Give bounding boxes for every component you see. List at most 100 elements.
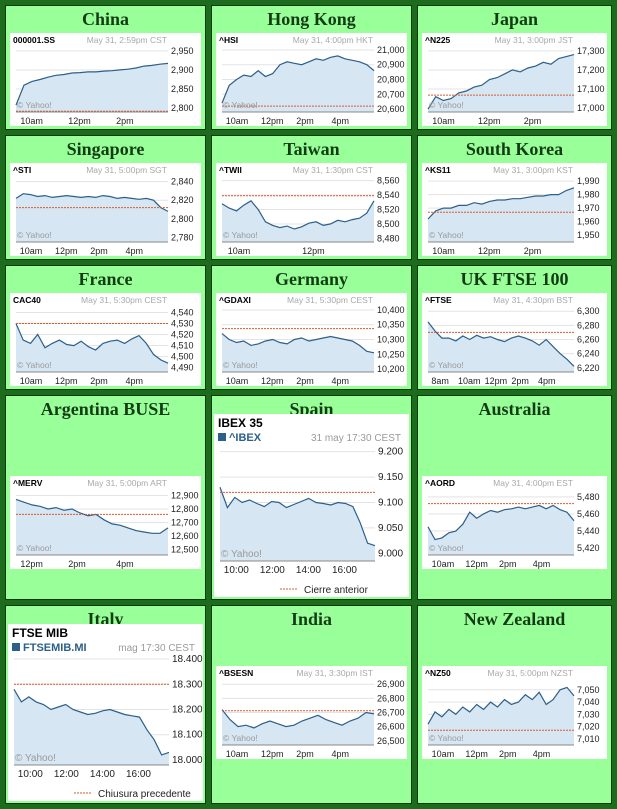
chart-svg: ^STI May 31, 5:00pm SGT 2,840 2,820 2,800 2,7… [13,165,194,256]
market-cell-new-zealand: New Zealand ^NZ50 May 31, 5:00pm NZST 7,050… [417,605,612,804]
market-title[interactable]: Japan [490,9,539,29]
price-line[interactable] [427,686,575,725]
symbol-label[interactable]: FTSEMIB.MI [23,642,87,654]
symbol-label[interactable]: 000001.SS [13,35,55,45]
price-line[interactable] [427,54,575,110]
x-tick-label: 12pm [465,559,488,569]
x-tick-label: 10am [432,246,455,256]
chart-svg: 000001.SS May 31, 2:59pm CST 2,950 2,900 2,8… [13,35,194,126]
y-tick-label: 5,460 [577,509,600,519]
timestamp: May 31, 1:30pm CST [293,165,373,175]
y-tick-label: 6,260 [577,335,600,345]
price-line[interactable] [427,504,575,541]
y-tick-label: 10,200 [377,364,405,374]
chart-new-zealand[interactable]: ^NZ50 May 31, 5:00pm NZST 7,050 7,040 7,030 7… [422,666,607,759]
symbol-label[interactable]: ^BSESN [219,668,253,678]
symbol-label[interactable]: ^AORD [425,478,455,488]
market-title[interactable]: Hong Kong [267,9,356,29]
chart-japan[interactable]: ^N225 May 31, 3:00pm JST 17,300 17,200 17,10… [422,33,607,126]
market-title[interactable]: New Zealand [463,609,566,629]
timestamp: May 31, 3:30pm IST [296,668,373,678]
y-tick-label: 9.200 [378,447,403,458]
y-tick-label: 5,420 [577,543,600,553]
market-title[interactable]: UK FTSE 100 [460,269,569,289]
market-cell-china: China 000001.SS May 31, 2:59pm CST 2,950 2,9… [5,5,206,130]
series-legend-swatch [218,433,226,441]
x-tick-label: 12pm [485,376,508,386]
market-title[interactable]: China [81,9,130,29]
market-title[interactable]: Taiwan [283,139,340,159]
timestamp: 31 may 17:30 CEST [311,433,401,444]
x-tick-label: 4pm [332,116,350,126]
chart-taiwan[interactable]: ^TWII May 31, 1:30pm CST 8,560 8,540 8,520 8,… [216,163,407,256]
price-area [428,187,574,242]
symbol-label[interactable]: ^TWII [219,165,242,175]
symbol-label[interactable]: ^IBEX [229,432,262,444]
chart-france[interactable]: CAC40 May 31, 5:30pm CEST 4,540 4,530 4,520 4… [10,293,201,386]
market-title[interactable]: Argentina BUSE [40,399,171,419]
yahoo-watermark: © Yahoo! [429,230,464,240]
symbol-label[interactable]: ^GDAXI [219,295,251,305]
chart-india[interactable]: ^BSESN May 31, 3:30pm IST 26,900 26,800 26,7… [216,666,407,759]
market-cell-argentina-buse: Argentina BUSE ^MERV May 31, 5:00pm ART 12,… [5,395,206,600]
symbol-label[interactable]: ^FTSE [425,295,452,305]
y-tick-label: 20,600 [377,104,405,114]
symbol-label[interactable]: ^HSI [219,35,238,45]
timestamp: May 31, 5:30pm CEST [287,295,373,305]
market-cell-india: India ^BSESN May 31, 3:30pm IST 26,900 26,80… [211,605,412,804]
y-tick-label: 18.200 [172,705,203,716]
symbol-label[interactable]: ^KS11 [425,165,451,175]
symbol-label[interactable]: ^N225 [425,35,451,45]
market-title[interactable]: Singapore [66,139,145,159]
symbol-label[interactable]: ^STI [13,165,31,175]
chart-germany[interactable]: ^GDAXI May 31, 5:30pm CEST 10,400 10,350 10,… [216,293,407,386]
symbol-label[interactable]: ^MERV [13,478,43,488]
chart-svg: CAC40 May 31, 5:30pm CEST4,5404,5304,5204… [13,295,194,386]
price-line[interactable] [13,689,170,756]
price-line[interactable] [15,498,169,534]
price-line[interactable] [221,55,375,104]
chart-spain[interactable]: IBEX 35 ^IBEX 31 may 17:30 CEST 9.200 9.150 9… [214,414,409,597]
chart-china[interactable]: 000001.SS May 31, 2:59pm CST 2,950 2,900 2,8… [10,33,201,126]
symbol-label[interactable]: ^NZ50 [425,668,451,678]
market-title[interactable]: India [290,609,333,629]
price-line[interactable] [219,487,376,547]
market-title[interactable]: South Korea [465,139,564,159]
x-tick-label: 10am [226,749,249,759]
market-title[interactable]: France [78,269,133,289]
chart-svg: ^MERV May 31, 5:00pm ART 12,900 12,800 12,70… [13,478,199,569]
chart-hong-kong[interactable]: ^HSI May 31, 4:00pm HKT 21,000 20,900 20,800… [216,33,407,126]
chart-australia[interactable]: ^AORD May 31, 4:00pm EST 5,480 5,460 5,440 5,… [422,476,607,569]
price-line[interactable] [221,200,375,230]
y-tick-label: 10,400 [377,305,405,315]
timestamp: May 31, 4:30pm BST [493,295,573,305]
price-line[interactable] [427,187,575,220]
chart-singapore[interactable]: ^STI May 31, 5:00pm SGT 2,840 2,820 2,800 2,7… [10,163,201,256]
price-line[interactable] [15,193,169,212]
market-title[interactable]: Australia [478,399,551,419]
yahoo-watermark: © Yahoo! [223,100,258,110]
yahoo-watermark: © Yahoo! [17,360,52,370]
x-tick-label: 2pm [524,116,542,126]
chart-argentina-buse[interactable]: ^MERV May 31, 5:00pm ART 12,900 12,800 12,70… [10,476,201,569]
y-tick-label: 20,800 [377,75,405,85]
price-line[interactable] [221,709,375,729]
price-area [428,54,574,112]
price-line[interactable] [221,333,375,354]
chart-uk-ftse-100[interactable]: ^FTSE May 31, 4:30pm BST 6,300 6,280 6,260 6,… [422,293,607,386]
chart-svg: ^NZ50 May 31, 5:00pm NZST 7,050 7,040 7,030 7… [425,668,600,759]
symbol-label[interactable]: CAC40 [13,295,41,305]
x-tick-label: 10am [458,376,481,386]
x-tick-label: 12pm [68,116,91,126]
market-title[interactable]: Germany [275,269,348,289]
yahoo-watermark: © Yahoo! [429,733,464,743]
chart-italy[interactable]: FTSE MIB FTSEMIB.MI mag 17:30 CEST 18.400 18… [8,624,203,801]
y-tick-label: 7,020 [577,722,600,732]
x-tick-label: 2pm [296,749,314,759]
chart-south-korea[interactable]: ^KS11 May 31, 3:00pm KST 1,990 1,980 1,970 1,… [422,163,607,256]
price-line[interactable] [15,323,169,364]
x-tick-label: 4pm [332,376,350,386]
x-tick-label: 10am [226,116,249,126]
price-line[interactable] [427,321,575,367]
price-line[interactable] [15,62,169,106]
